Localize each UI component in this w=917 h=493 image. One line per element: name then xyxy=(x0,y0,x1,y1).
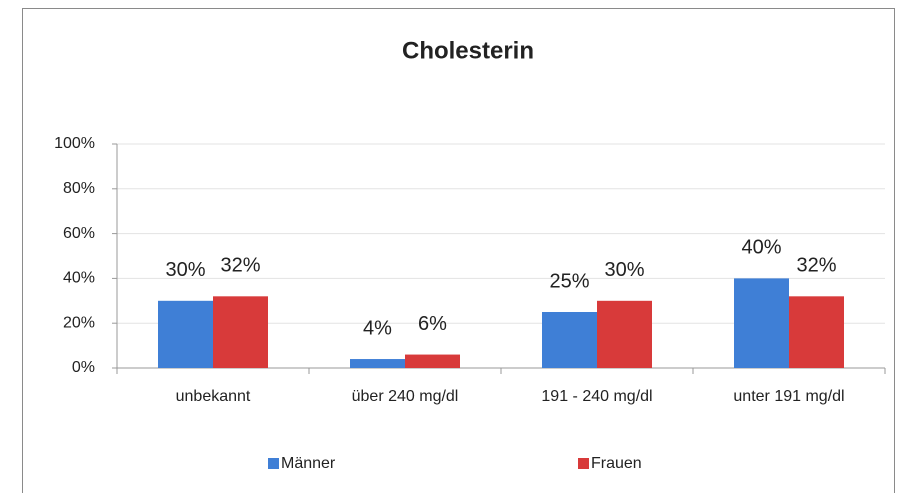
value-label: 4% xyxy=(363,317,392,339)
bar xyxy=(158,300,213,368)
bar xyxy=(789,296,844,368)
chart-title: Cholesterin xyxy=(402,37,534,64)
y-tick-label: 0% xyxy=(72,359,95,376)
y-tick-label: 80% xyxy=(63,180,95,197)
y-tick-label: 20% xyxy=(63,314,95,331)
legend-swatch xyxy=(578,458,589,469)
value-label: 32% xyxy=(796,255,836,277)
bar xyxy=(734,278,789,368)
y-tick-label: 100% xyxy=(54,135,95,152)
value-label: 32% xyxy=(220,255,260,277)
y-tick-label: 60% xyxy=(63,225,95,242)
x-tick-label: über 240 mg/dl xyxy=(352,388,459,405)
value-label: 25% xyxy=(549,270,589,292)
x-tick-label: unbekannt xyxy=(176,388,251,405)
value-label: 40% xyxy=(741,237,781,259)
y-tick-label: 40% xyxy=(63,270,95,287)
bar xyxy=(350,359,405,368)
value-label: 30% xyxy=(604,259,644,281)
legend-label: Männer xyxy=(281,455,336,472)
x-tick-label: 191 - 240 mg/dl xyxy=(541,388,652,405)
bar xyxy=(213,296,268,368)
legend-label: Frauen xyxy=(591,455,642,472)
bar xyxy=(542,312,597,368)
value-label: 6% xyxy=(418,313,447,335)
value-label: 30% xyxy=(165,259,205,281)
chart-frame xyxy=(22,8,895,493)
bar xyxy=(405,354,460,368)
legend-swatch xyxy=(268,458,279,469)
bar xyxy=(597,300,652,368)
x-tick-label: unter 191 mg/dl xyxy=(733,388,844,405)
